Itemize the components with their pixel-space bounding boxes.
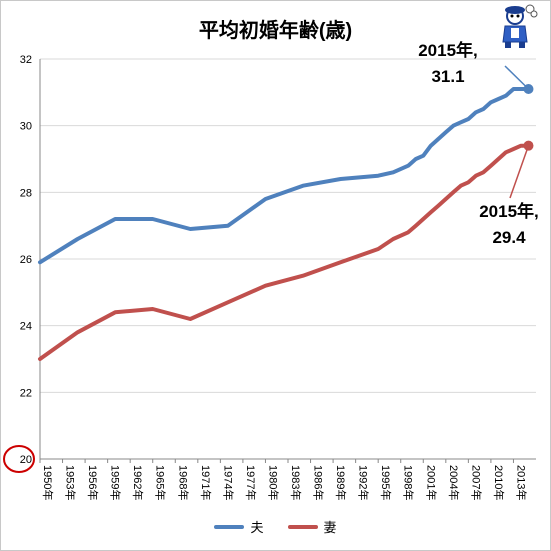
legend-label-husband: 夫 [250,520,264,535]
x-tick-label-1959: 1959年 [109,465,123,500]
y-tick-label-30: 30 [20,121,32,133]
annotation-line2-1: 29.4 [492,228,526,247]
x-tick-label-2010: 2010年 [492,465,506,500]
series-line-0 [38,87,531,265]
x-tick-label-1983: 1983年 [289,465,303,500]
x-tick-label-2001: 2001年 [424,465,438,500]
y-tick-label-28: 28 [20,187,32,199]
y-tick-label-20: 20 [20,454,32,466]
y-tick-label-22: 22 [20,387,32,399]
x-tick-label-1992: 1992年 [357,465,371,500]
x-tick-label-1980: 1980年 [266,465,280,500]
x-tick-label-1977: 1977年 [244,465,258,500]
x-tick-label-2004: 2004年 [447,465,461,500]
legend-item-husband: 夫 [214,517,264,536]
x-tick-label-1956: 1956年 [86,465,100,500]
y-tick-label-26: 26 [20,254,32,266]
legend-swatch-wife [287,524,318,529]
annotation-line1-1: 2015年, [479,201,539,221]
x-tick-label-1965: 1965年 [154,465,168,500]
x-tick-label-2013: 2013年 [514,465,528,500]
y-tick-label-32: 32 [20,54,32,66]
x-tick-label-2007: 2007年 [469,465,483,500]
x-tick-label-1974: 1974年 [221,465,235,500]
mascot-icon [498,4,538,49]
x-tick-label-1989: 1989年 [334,465,348,500]
x-tick-label-1950: 1950年 [41,465,55,500]
legend-item-wife: 妻 [287,517,337,536]
highlight-circle [3,445,35,473]
x-tick-label-1998: 1998年 [402,465,416,500]
annotation-leader-0 [504,65,530,90]
annotation-line1-0: 2015年, [418,40,478,60]
series-line-1 [38,143,531,361]
x-tick-label-1968: 1968年 [176,465,190,500]
x-tick-label-1962: 1962年 [131,465,145,500]
x-tick-label-1986: 1986年 [312,465,326,500]
legend-label-wife: 妻 [323,520,337,535]
x-tick-label-1953: 1953年 [64,465,78,500]
annotation-leader-1 [509,145,530,199]
chart-title: 平均初婚年齢(歳) [198,20,353,42]
legend-swatch-husband [214,524,245,529]
x-tick-label-1971: 1971年 [199,465,213,500]
annotation-line2-0: 31.1 [431,67,464,86]
y-tick-label-24: 24 [20,321,32,333]
legend: 夫 妻 [0,517,551,536]
x-tick-label-1995: 1995年 [379,465,393,500]
